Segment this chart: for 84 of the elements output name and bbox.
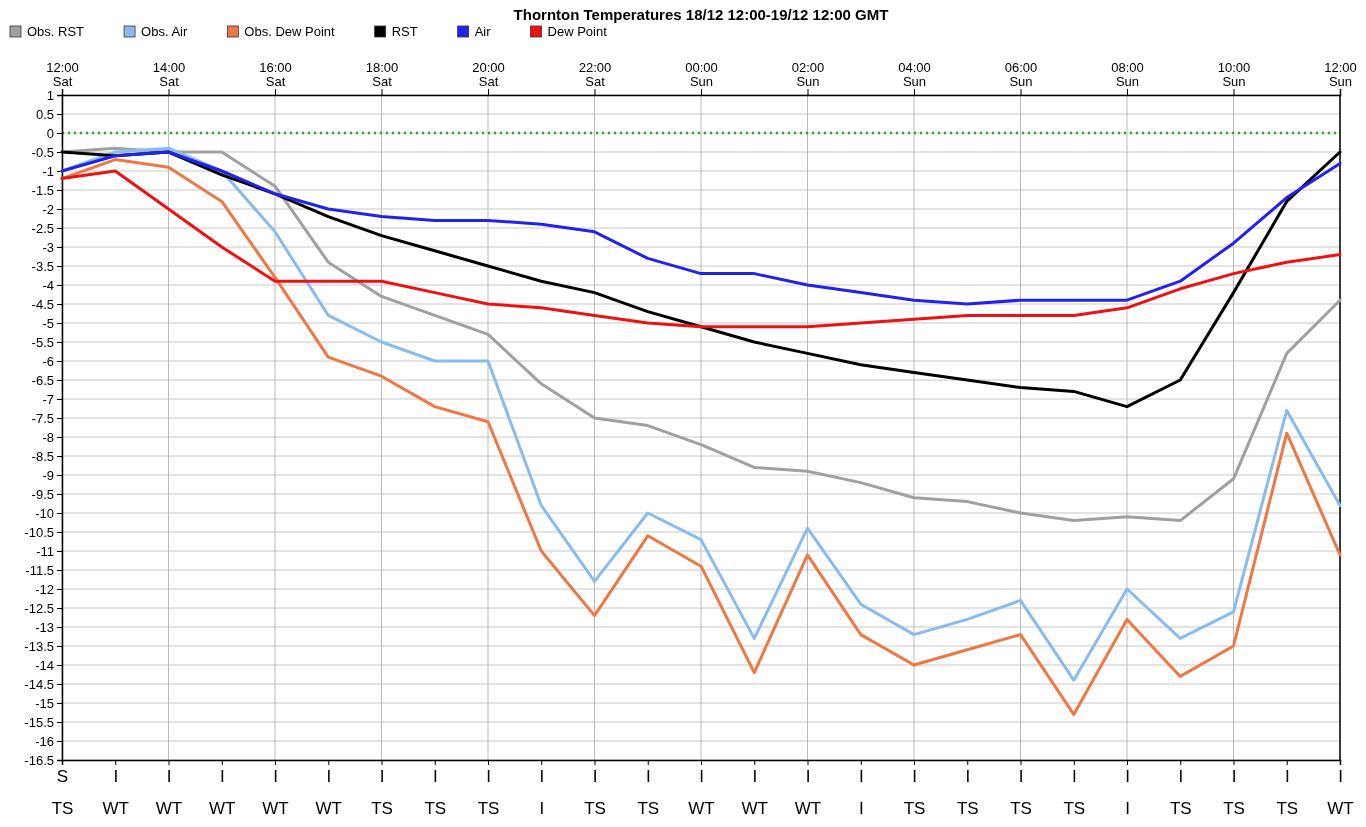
- y-tick-label: -7: [42, 391, 54, 407]
- y-tick-label: -16.5: [24, 752, 54, 768]
- legend-label: Obs. Dew Point: [244, 24, 336, 39]
- x-tick-label: I WT: [102, 767, 129, 818]
- x-tick-label: I WT: [1327, 767, 1354, 818]
- y-tick-label: -5: [42, 315, 54, 331]
- x-tick-label: I WT: [262, 767, 289, 818]
- x2-tick-label: 02:00 Sun: [791, 60, 825, 89]
- x-tick-label: I WT: [688, 767, 715, 818]
- x-tick-label: S TS: [51, 767, 74, 818]
- x-tick-label: I I: [858, 767, 864, 818]
- y-tick-label: -11.5: [25, 562, 54, 578]
- x2-tick-label: 10:00 Sun: [1217, 60, 1251, 89]
- x2-tick-label: 22:00 Sat: [578, 60, 612, 89]
- y-tick-label: -9.5: [31, 486, 54, 502]
- x-tick-label: I TS: [477, 767, 500, 818]
- y-tick-label: -3.5: [31, 258, 54, 274]
- x-tick-label: I I: [539, 767, 545, 818]
- x-tick-label: I I: [1125, 767, 1130, 818]
- line-series: [60, 146, 1342, 523]
- line-series: [60, 150, 1342, 306]
- x-tick-label: I WT: [741, 767, 768, 818]
- legend-label: Air: [474, 24, 492, 39]
- legend-label: Obs. Air: [141, 24, 188, 39]
- x2-tick-label: 16:00 Sat: [259, 60, 292, 89]
- y-tick-label: -13: [35, 619, 54, 635]
- x-tick-label: I TS: [1063, 767, 1086, 818]
- x-tick-label: I TS: [1276, 767, 1299, 818]
- y-tick-label: -8: [42, 429, 54, 445]
- x-tick-label: I TS: [584, 767, 606, 818]
- x-tick-label: I TS: [637, 767, 660, 818]
- y-tick-label: -14: [35, 657, 54, 673]
- y-tick-label: -14.5: [24, 676, 54, 692]
- x2-tick-label: 18:00 Sat: [365, 60, 399, 89]
- y-tick-label: -13.5: [24, 638, 54, 654]
- y-tick-label: -15: [35, 695, 54, 711]
- x2-tick-label: 04:00 Sun: [898, 60, 931, 89]
- x2-tick-label: 00:00 Sun: [685, 60, 718, 89]
- x2-tick-label: 06:00 Sun: [1004, 60, 1038, 89]
- y-tick-label: 0: [46, 125, 54, 141]
- y-tick-label: -8.5: [31, 448, 54, 464]
- legend-label: RST: [391, 24, 418, 39]
- y-tick-label: -0.5: [31, 144, 54, 160]
- y-tick-label: -6: [42, 353, 54, 369]
- y-tick-label: -2: [42, 201, 54, 217]
- x2-tick-label: 08:00 Sun: [1111, 60, 1144, 89]
- x-tick-label: I TS: [1010, 767, 1032, 818]
- x-tick-label: I TS: [956, 767, 979, 818]
- y-tick-label: -2.5: [31, 220, 54, 236]
- y-tick-label: -3: [42, 239, 54, 255]
- x-tick-label: I WT: [315, 767, 342, 818]
- x-tick-label: I WT: [794, 767, 822, 818]
- x-tick-label: I WT: [155, 767, 183, 818]
- y-tick-label: -16: [35, 733, 54, 749]
- x2-tick-label: 20:00 Sat: [472, 60, 505, 89]
- legend-label: Obs. RST: [27, 24, 85, 39]
- y-tick-label: -10.5: [24, 524, 54, 540]
- x-tick-label: I WT: [209, 767, 236, 818]
- y-tick-label: -7.5: [31, 410, 54, 426]
- y-tick-label: 0.5: [35, 106, 54, 122]
- x2-tick-label: 14:00 Sat: [152, 60, 186, 89]
- y-tick-label: -12.5: [24, 600, 54, 616]
- x-tick-label: I TS: [1169, 767, 1192, 818]
- x2-tick-label: 12:00 Sun: [1324, 60, 1357, 89]
- y-tick-label: -11: [36, 543, 54, 559]
- legend-label: Dew Point: [547, 24, 608, 39]
- chart-title: Thornton Temperatures 18/12 12:00-19/12 12:00 GMT: [513, 6, 889, 23]
- x-tick-label: I TS: [424, 767, 447, 818]
- y-tick-label: 1: [46, 87, 54, 103]
- y-tick-label: -4.5: [31, 296, 54, 312]
- y-tick-label: -10: [35, 505, 54, 521]
- y-tick-label: -12: [35, 581, 54, 597]
- y-tick-label: -1: [42, 163, 54, 179]
- y-tick-label: -5.5: [31, 334, 54, 350]
- line-series: [60, 169, 1342, 329]
- y-tick-label: -1.5: [31, 182, 54, 198]
- y-tick-label: -15.5: [24, 714, 54, 730]
- y-tick-label: -9: [42, 467, 54, 483]
- x-tick-label: I TS: [1223, 767, 1245, 818]
- x-tick-label: I TS: [903, 767, 926, 818]
- x-tick-label: I TS: [371, 767, 393, 818]
- y-tick-label: -6.5: [31, 372, 54, 388]
- y-tick-label: -4: [42, 277, 54, 293]
- x2-tick-label: 12:00 Sat: [46, 60, 79, 89]
